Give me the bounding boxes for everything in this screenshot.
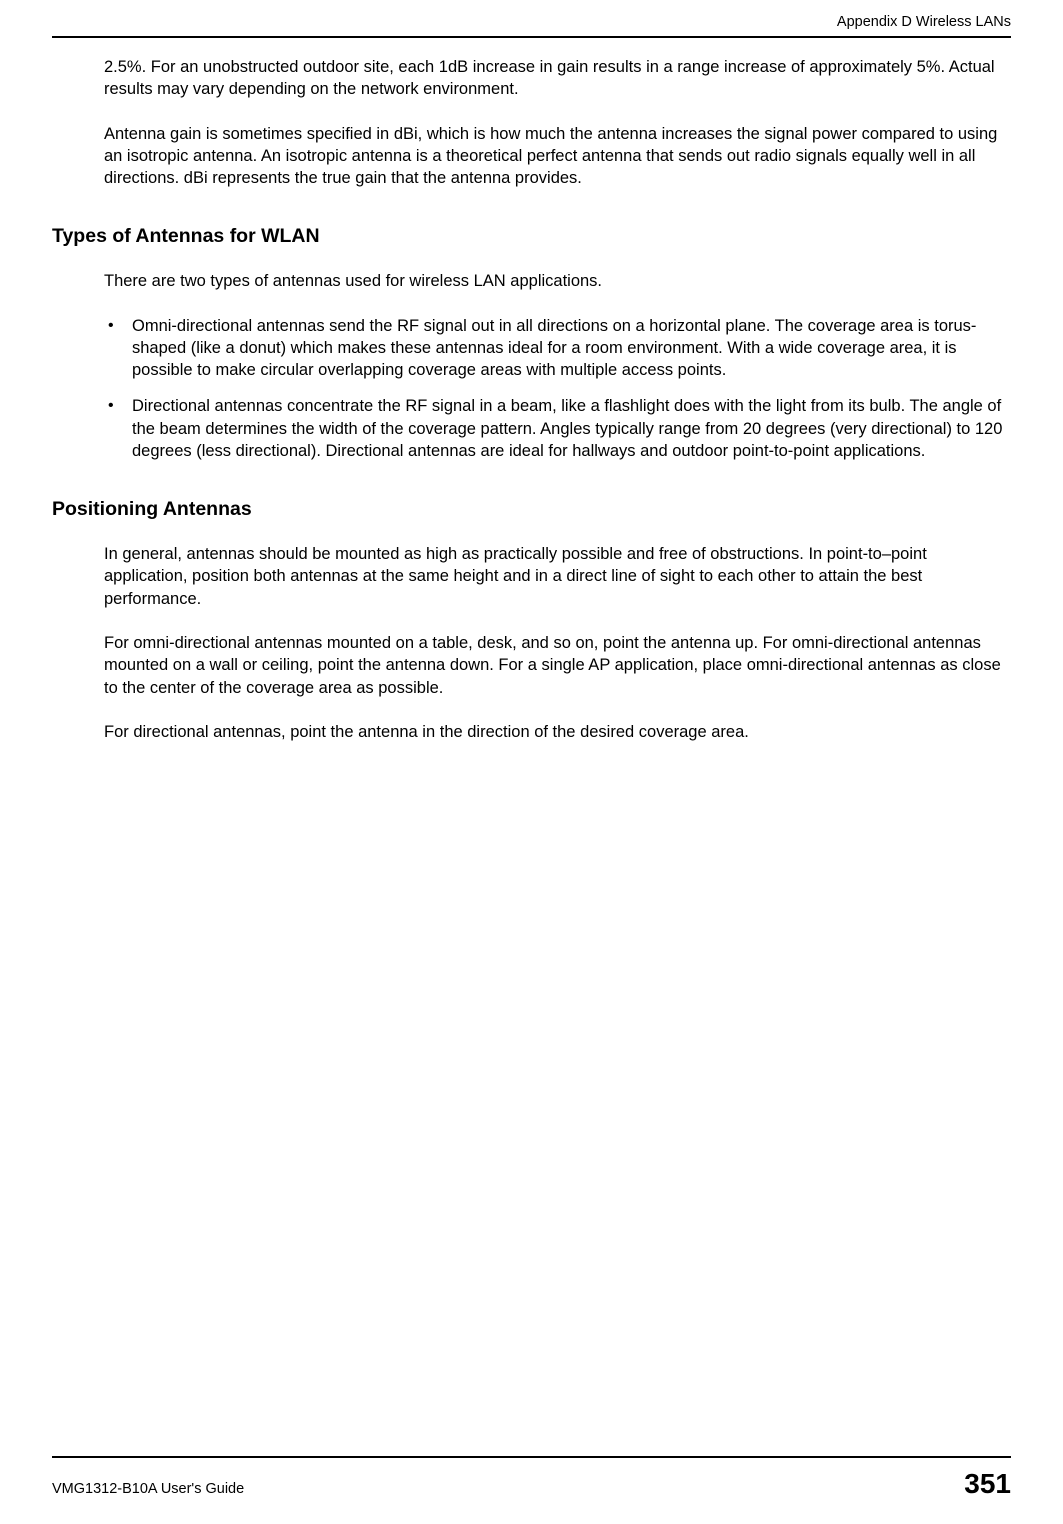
section2-paragraph-2: For omni-directional antennas mounted on… [104, 632, 1011, 699]
page-number: 351 [964, 1468, 1011, 1500]
footer-rule [52, 1456, 1011, 1458]
header-appendix-title: Appendix D Wireless LANs [52, 14, 1011, 30]
section2-body: In general, antennas should be mounted a… [52, 543, 1011, 743]
header-rule [52, 36, 1011, 38]
list-item: Omni-directional antennas send the RF si… [104, 315, 1011, 382]
intro-block: 2.5%. For an unobstructed outdoor site, … [52, 56, 1011, 189]
footer-row: VMG1312-B10A User's Guide 351 [52, 1468, 1011, 1500]
section2-paragraph-3: For directional antennas, point the ante… [104, 721, 1011, 743]
intro-paragraph-1: 2.5%. For an unobstructed outdoor site, … [104, 56, 1011, 101]
page-container: Appendix D Wireless LANs 2.5%. For an un… [0, 0, 1063, 1524]
page-footer: VMG1312-B10A User's Guide 351 [52, 1456, 1011, 1500]
page-content: 2.5%. For an unobstructed outdoor site, … [52, 56, 1011, 765]
section-heading-positioning-antennas: Positioning Antennas [52, 498, 1011, 521]
section2-paragraph-1: In general, antennas should be mounted a… [104, 543, 1011, 610]
page-header: Appendix D Wireless LANs [0, 0, 1063, 38]
section1-intro: There are two types of antennas used for… [104, 270, 1011, 292]
section1-body: There are two types of antennas used for… [52, 270, 1011, 462]
antenna-types-list: Omni-directional antennas send the RF si… [104, 315, 1011, 463]
footer-guide-title: VMG1312-B10A User's Guide [52, 1481, 244, 1497]
list-item: Directional antennas concentrate the RF … [104, 395, 1011, 462]
intro-paragraph-2: Antenna gain is sometimes specified in d… [104, 123, 1011, 190]
section-heading-types-of-antennas: Types of Antennas for WLAN [52, 225, 1011, 248]
